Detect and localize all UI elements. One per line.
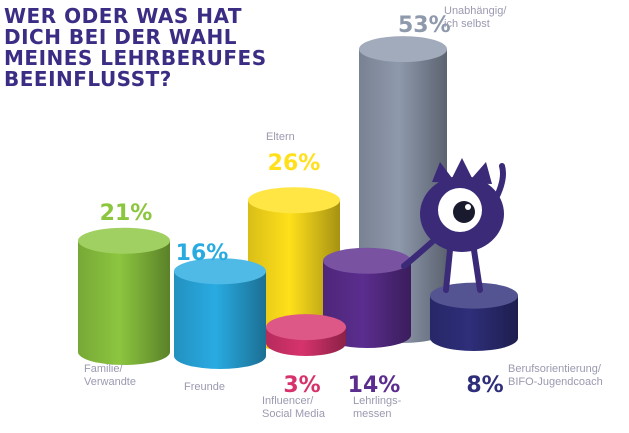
value-label: 3% [283, 373, 320, 398]
bar-4 [266, 314, 346, 356]
category-label: Lehrlings-messen [353, 395, 402, 420]
category-label: Familie/Verwandte [84, 363, 136, 388]
bar-2 [174, 258, 266, 369]
bar-body [174, 271, 266, 369]
chart-title: WER ODER WAS HAT DICH BEI DER WAHL MEINE… [4, 4, 267, 91]
bar-top [78, 227, 170, 254]
value-label: 8% [466, 373, 503, 398]
value-label: 14% [348, 373, 401, 398]
bar-3 [248, 187, 340, 351]
bar-top [359, 36, 447, 63]
bar-top [174, 258, 266, 285]
bar-7 [430, 282, 518, 351]
bar-top [430, 282, 518, 309]
bar-top [323, 247, 411, 274]
value-label: 21% [100, 201, 153, 226]
bar-1 [78, 227, 170, 365]
one-eyed-purple-monster-icon [401, 158, 506, 293]
bar-body [430, 295, 518, 351]
value-label: 26% [268, 151, 321, 176]
value-label: 53% [398, 13, 451, 38]
category-label: Eltern [266, 131, 295, 143]
bar-body [248, 200, 340, 351]
category-label: Influencer/Social Media [262, 395, 326, 420]
bar-top [266, 314, 346, 341]
category-label: Unabhängig/ich selbst [444, 5, 507, 30]
category-label: Berufsorientierung/BIFO-Jugendcoach [508, 363, 603, 388]
category-label: Freunde [184, 381, 225, 393]
bar-body [78, 240, 170, 365]
bar-top [248, 187, 340, 214]
value-label: 16% [176, 241, 229, 266]
